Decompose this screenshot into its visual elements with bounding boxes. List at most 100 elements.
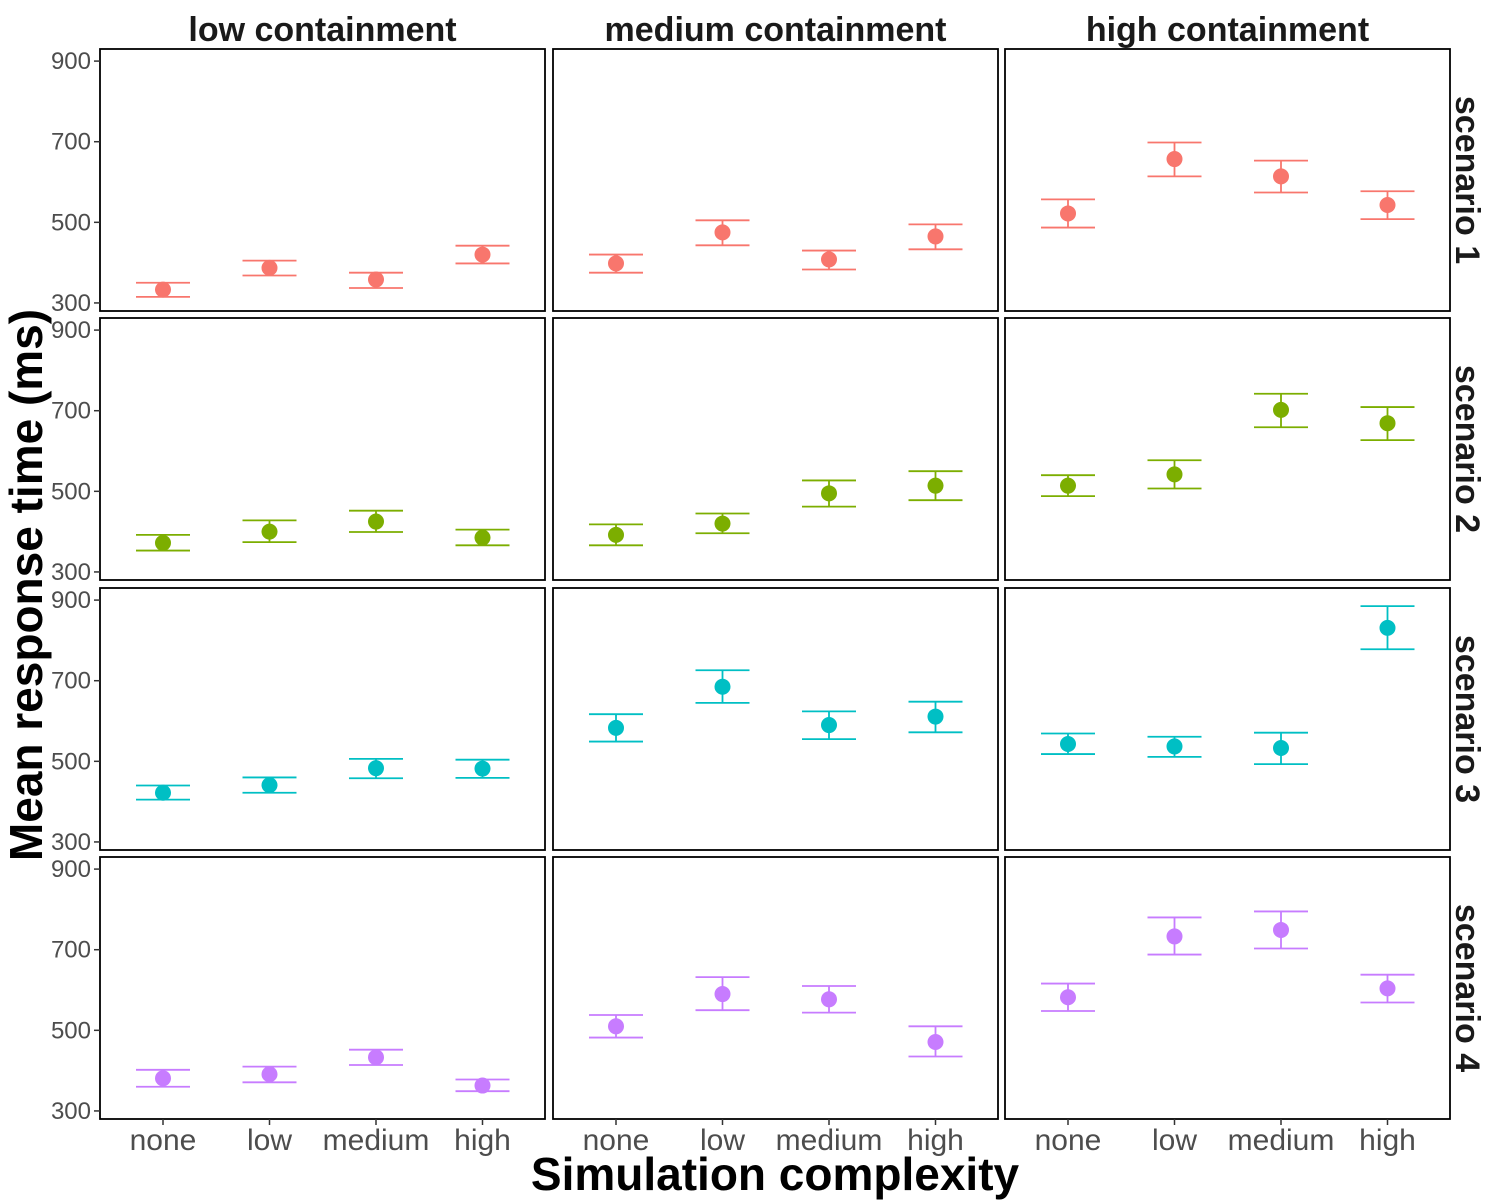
x-axis-title: Simulation complexity: [531, 1148, 1020, 1200]
data-point-low: [261, 259, 278, 276]
y-tick-label: 700: [51, 937, 91, 964]
facet-strips: low containment medium containment high co…: [188, 11, 1486, 1072]
y-tick-label: 500: [51, 748, 91, 775]
y-tick-label: 900: [51, 587, 91, 614]
y-axes: 3005007009003005007009003005007009003005…: [51, 48, 100, 1125]
data-point-low: [714, 224, 731, 241]
panel-scenario-1-medium-containment: [552, 48, 999, 312]
x-tick-label: low: [1152, 1124, 1197, 1157]
y-tick-label: 300: [51, 559, 91, 586]
data-point-high: [1379, 980, 1396, 997]
y-tick-label: 900: [51, 48, 91, 75]
data-point-none: [1060, 477, 1076, 494]
data-point-low: [714, 515, 731, 532]
data-point-low: [1166, 928, 1183, 945]
x-tick-label: high: [907, 1124, 964, 1157]
data-point-none: [608, 526, 624, 543]
data-point-high: [474, 246, 491, 263]
x-tick-label: none: [130, 1124, 197, 1157]
panel-marks-scenario-3-medium-containment: [589, 669, 963, 743]
data-point-low: [714, 986, 731, 1003]
data-point-high: [927, 228, 944, 245]
data-point-medium: [368, 513, 384, 530]
data-point-low: [261, 777, 278, 794]
data-point-none: [608, 255, 624, 272]
x-tick-label: medium: [776, 1124, 883, 1157]
data-point-low: [1166, 466, 1183, 483]
data-point-high: [1379, 196, 1396, 213]
panel-marks-scenario-4-high-containment: [1041, 910, 1415, 1012]
data-point-low: [261, 523, 278, 540]
data-point-low: [714, 678, 731, 695]
panel-marks-scenario-2-high-containment: [1041, 392, 1415, 498]
data-point-low: [261, 1066, 278, 1083]
data-point-none: [155, 281, 171, 298]
x-tick-label: medium: [1228, 1124, 1335, 1157]
panel-scenario-4-low-containment: [99, 856, 546, 1120]
column-strip-medium-containment: medium containment: [605, 11, 947, 49]
row-strip-scenario-1: scenario 1: [1448, 96, 1486, 264]
data-point-none: [1060, 735, 1076, 752]
data-point-high: [1379, 415, 1396, 432]
panel-scenario-4-medium-containment: [552, 856, 999, 1120]
panel-scenario-4-high-containment: [1004, 856, 1451, 1120]
data-point-high: [927, 477, 944, 494]
panel-marks-scenario-1-high-containment: [1041, 141, 1415, 229]
x-tick-label: medium: [323, 1124, 430, 1157]
panel-scenario-2-low-containment: [99, 317, 546, 581]
x-tick-label: none: [583, 1124, 650, 1157]
panel-marks-scenario-3-high-containment: [1041, 605, 1415, 766]
y-tick-label: 300: [51, 290, 91, 317]
data-point-medium: [1273, 401, 1289, 418]
panel-marks-scenario-1-medium-containment: [589, 219, 963, 274]
panel-scenario-3-low-containment: [99, 587, 546, 851]
data-point-none: [608, 719, 624, 736]
data-point-medium: [368, 760, 384, 777]
panel-marks-scenario-3-low-containment: [136, 758, 510, 801]
data-point-medium: [821, 991, 837, 1008]
panel-scenario-2-high-containment: [1004, 317, 1451, 581]
y-tick-label: 300: [51, 829, 91, 856]
data-point-medium: [368, 1049, 384, 1066]
data-point-high: [927, 1034, 944, 1051]
panel-marks-scenario-4-medium-containment: [589, 976, 963, 1058]
data-point-low: [1166, 738, 1183, 755]
x-tick-label: low: [700, 1124, 745, 1157]
data-point-high: [474, 529, 491, 546]
data-point-none: [1060, 205, 1076, 222]
panel-marks-scenario-2-medium-containment: [589, 470, 963, 547]
data-point-medium: [1273, 921, 1289, 938]
data-point-high: [927, 708, 944, 725]
y-axis-title: Mean response time (ms): [0, 309, 52, 861]
panel-scenario-1-low-containment: [99, 48, 546, 312]
data-point-medium: [821, 251, 837, 268]
panel-scenario-3-high-containment: [1004, 587, 1451, 851]
panel-scenario-2-medium-containment: [552, 317, 999, 581]
y-tick-label: 500: [51, 478, 91, 505]
data-point-none: [155, 1070, 171, 1087]
row-strip-scenario-3: scenario 3: [1448, 635, 1486, 803]
panel-scenario-3-medium-containment: [552, 587, 999, 851]
panel-marks-scenario-4-low-containment: [136, 1048, 510, 1094]
data-point-medium: [1273, 740, 1289, 757]
panel-scenario-1-high-containment: [1004, 48, 1451, 312]
data-point-none: [155, 784, 171, 801]
y-tick-label: 500: [51, 1017, 91, 1044]
x-axes: none low medium high none low medium high none lo…: [130, 1119, 1416, 1157]
y-tick-label: 700: [51, 129, 91, 156]
data-point-none: [1060, 989, 1076, 1006]
row-strip-scenario-2: scenario 2: [1448, 365, 1486, 533]
x-tick-label: high: [454, 1124, 511, 1157]
data-point-none: [608, 1018, 624, 1035]
column-strip-low-containment: low containment: [188, 11, 456, 49]
data-point-medium: [821, 485, 837, 502]
data-point-low: [1166, 151, 1183, 168]
data-point-high: [474, 760, 491, 777]
column-strip-high-containment: high containment: [1086, 11, 1369, 49]
x-tick-label: low: [247, 1124, 292, 1157]
panel-marks-scenario-2-low-containment: [136, 509, 510, 552]
y-tick-label: 500: [51, 209, 91, 236]
x-tick-label: high: [1359, 1124, 1416, 1157]
y-tick-label: 700: [51, 668, 91, 695]
